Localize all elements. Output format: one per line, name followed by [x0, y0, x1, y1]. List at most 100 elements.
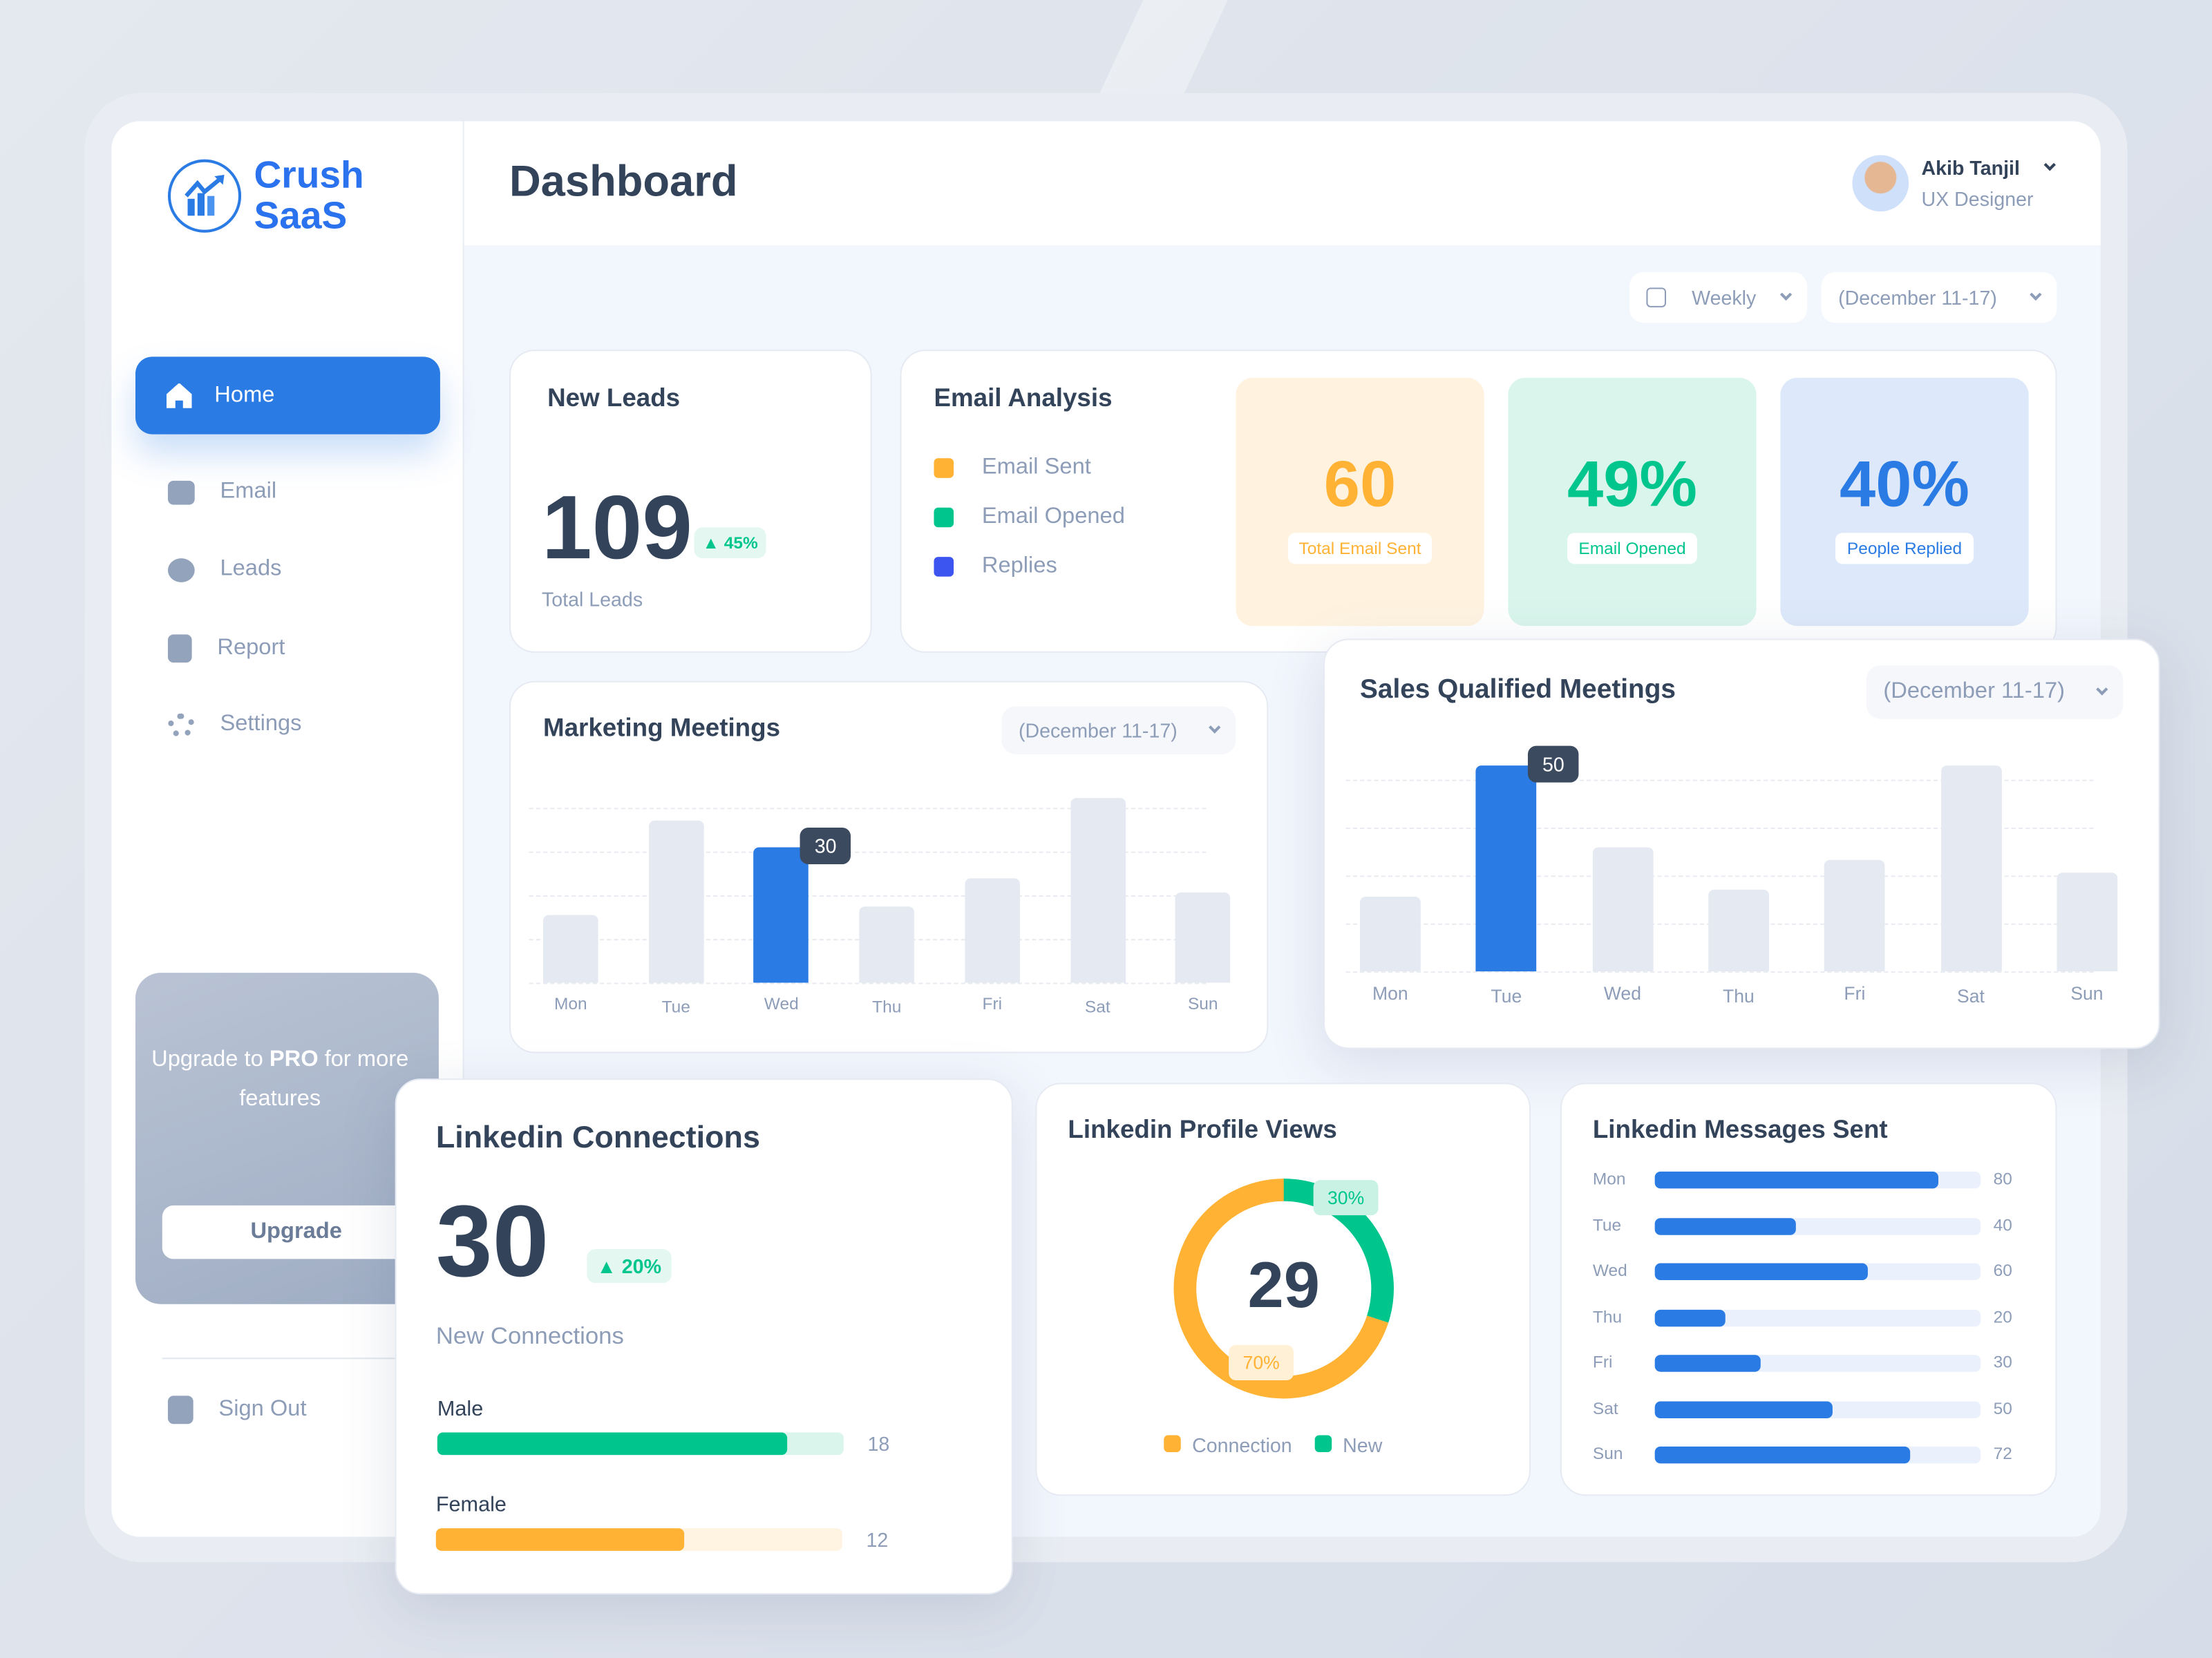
gridline: [529, 895, 1207, 897]
home-icon: [166, 383, 192, 408]
gender-label: Male: [437, 1397, 484, 1422]
y-tick-label: Sun: [1592, 1443, 1623, 1464]
male-progress: [437, 1432, 844, 1456]
y-tick-label: Tue: [1592, 1214, 1622, 1235]
card-title: Linkedin Messages Sent: [1592, 1115, 1888, 1144]
bar-thu: [1708, 888, 1769, 972]
x-tick-label: Tue: [661, 996, 690, 1017]
gender-value: 12: [866, 1528, 889, 1551]
bar-mon: [1360, 897, 1421, 972]
card-title: Marketing Meetings: [542, 713, 781, 742]
sidebar-item-label: Settings: [220, 712, 302, 736]
donut-slice-new: [1173, 1179, 1395, 1399]
marketing-meetings-card: Marketing Meetings (December 11-17) Mon T…: [509, 680, 1269, 1054]
sidebar-item-home[interactable]: Home: [135, 356, 440, 435]
user-role: UX Designer: [1921, 187, 2034, 211]
bar-mon: [1654, 1171, 1938, 1189]
legend-label: Connection: [1192, 1433, 1292, 1457]
bar-sun: [2057, 873, 2117, 972]
legend-label: Replies: [981, 554, 1057, 578]
x-tick-label: Mon: [1372, 982, 1408, 1004]
upgrade-button[interactable]: Upgrade: [162, 1205, 431, 1259]
avatar[interactable]: [1852, 155, 1909, 212]
linkedin-messages-sent-card: Linkedin Messages Sent Mon 80 Tue 40 Wed 60 Th…: [1560, 1083, 2057, 1496]
sidebar-item-label: Report: [217, 636, 285, 660]
y-tick-label: Sat: [1592, 1398, 1618, 1418]
chevron-down-icon: [2030, 288, 2042, 301]
bar-value-label: 40: [1993, 1214, 2012, 1235]
bar-track: [1654, 1217, 1981, 1235]
period-dropdown[interactable]: Weekly: [1629, 271, 1808, 323]
bar-thu: [859, 906, 915, 983]
y-tick-label: Fri: [1592, 1352, 1613, 1372]
legend-swatch: [934, 458, 954, 478]
sidebar-item-email[interactable]: Email: [167, 479, 276, 505]
x-tick-label: Fri: [982, 993, 1003, 1014]
legend-item: New: [1314, 1433, 1382, 1456]
bar-value-tooltip: 50: [1528, 745, 1579, 783]
gridline: [529, 982, 1207, 984]
x-tick-label: Fri: [1844, 982, 1866, 1004]
x-tick-label: Sun: [1187, 993, 1218, 1014]
linkedin-connections-card: Linkedin Connections 30 ▲ 20% New Connec…: [395, 1078, 1013, 1595]
bar-value-label: 72: [1993, 1443, 2012, 1464]
email-icon: [167, 479, 195, 504]
slice-label-connection: 70%: [1229, 1344, 1294, 1380]
card-title: Linkedin Connections: [435, 1119, 760, 1155]
stat-value: 60: [1323, 446, 1397, 521]
date-range-value: (December 11-17): [1838, 286, 1997, 309]
bar-sat: [1654, 1400, 1832, 1418]
date-range-dropdown[interactable]: (December 11-17): [1821, 271, 2057, 323]
sidebar-item-label: Home: [214, 383, 275, 407]
user-name[interactable]: Akib Tanjil: [1921, 156, 2020, 180]
sign-out-label: Sign Out: [218, 1397, 307, 1422]
x-tick-label: Thu: [1723, 985, 1755, 1007]
y-tick-label: Mon: [1592, 1168, 1626, 1189]
gender-value: 18: [867, 1432, 890, 1456]
bar-track: [1654, 1263, 1981, 1281]
bar-value-tooltip: 30: [800, 827, 851, 865]
logo-icon: [167, 159, 242, 233]
gridline: [1345, 875, 2094, 877]
gridline: [1345, 971, 2094, 973]
stat-people-replied: 40% People Replied: [1780, 377, 2029, 627]
legend-swatch: [1314, 1435, 1332, 1453]
connections-value: 30: [435, 1185, 549, 1299]
change-badge: ▲ 45%: [694, 527, 767, 559]
bar-track: [1654, 1308, 1981, 1326]
bar-track: [1654, 1400, 1981, 1418]
sidebar-item-report[interactable]: Report: [167, 634, 285, 663]
bar-track: [1654, 1171, 1981, 1189]
bar-fri: [1824, 860, 1885, 972]
date-range-dropdown[interactable]: (December 11-17): [1866, 665, 2124, 719]
bar-tue: [1654, 1217, 1797, 1235]
page-title: Dashboard: [509, 156, 738, 206]
legend-swatch: [934, 557, 954, 577]
gridline: [1345, 779, 2094, 781]
date-range-value: (December 11-17): [1883, 679, 2066, 704]
x-tick-label: Wed: [764, 993, 799, 1014]
slice-label-new: 30%: [1313, 1180, 1379, 1216]
bar-sun: [1654, 1446, 1910, 1464]
linkedin-profile-views-card: Linkedin Profile Views 29 30% 70% Connec…: [1035, 1083, 1531, 1496]
sign-out-icon: [167, 1395, 193, 1424]
sign-out-button[interactable]: Sign Out: [167, 1395, 307, 1424]
bar-tue: [1476, 765, 1537, 972]
stat-value: 40%: [1840, 446, 1969, 521]
bar-sat: [1070, 797, 1126, 983]
bar-mon: [542, 915, 598, 983]
x-tick-label: Sun: [2070, 982, 2104, 1004]
sidebar-item-leads[interactable]: Leads: [167, 557, 281, 582]
sidebar-item-settings[interactable]: Settings: [167, 712, 302, 738]
legend-item: Email Opened: [934, 505, 1125, 531]
bar-thu: [1654, 1308, 1726, 1326]
donut-legend: Connection New: [1164, 1433, 1382, 1456]
stat-value: 49%: [1567, 446, 1697, 521]
brand-name: Crush SaaS: [254, 153, 364, 237]
stat-label: Email Opened: [1567, 533, 1697, 564]
bar-fri: [964, 879, 1020, 983]
date-range-dropdown[interactable]: (December 11-17): [1001, 706, 1236, 754]
change-value: 45%: [724, 533, 758, 553]
legend-label: Email Sent: [981, 455, 1091, 479]
